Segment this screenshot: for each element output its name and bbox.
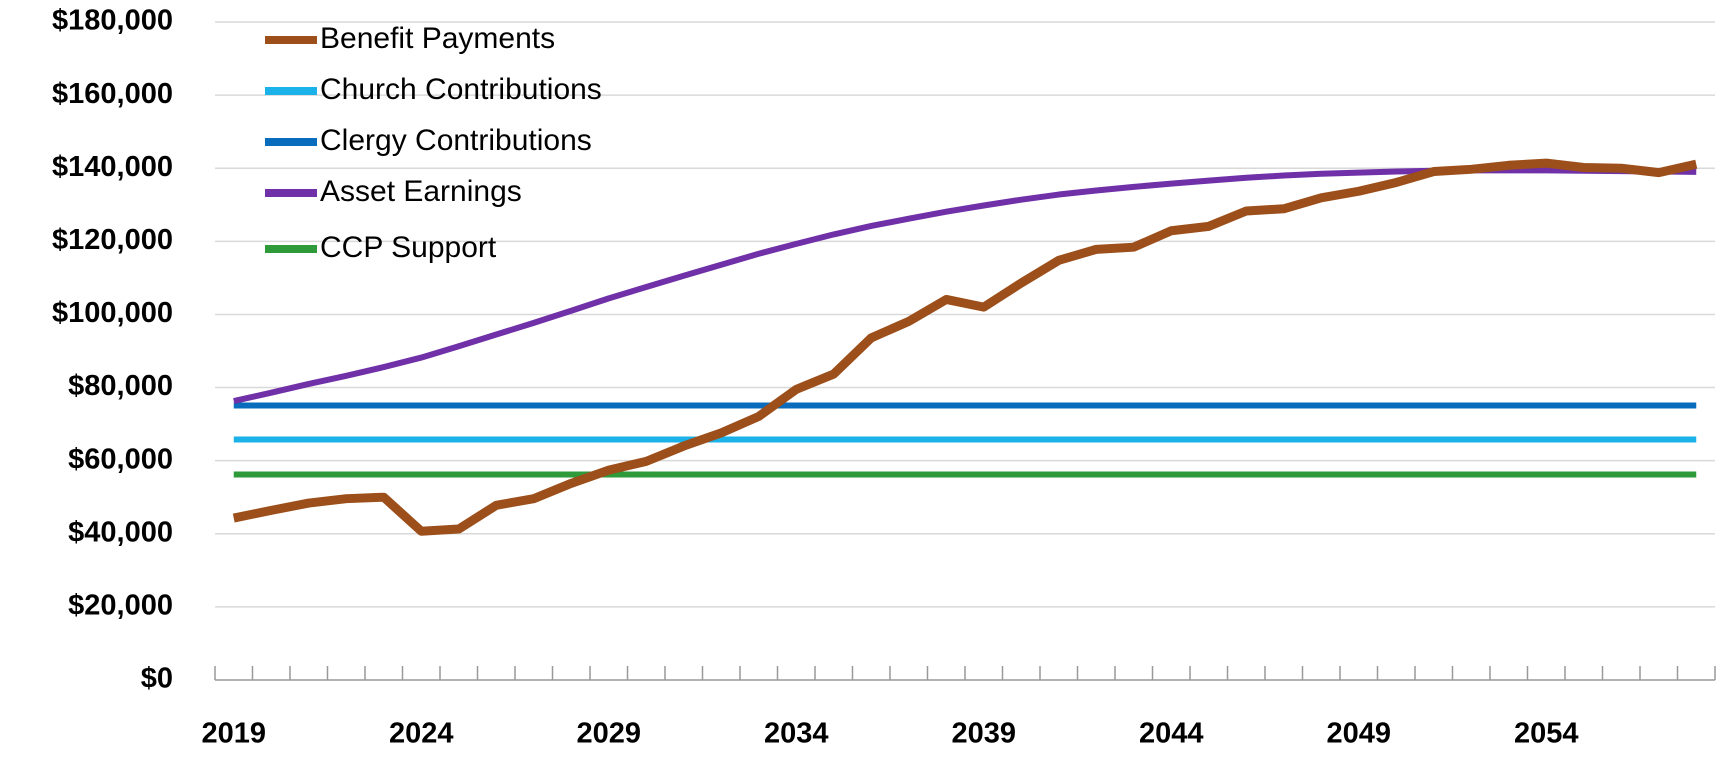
y-tick-label: $120,000	[52, 224, 173, 256]
legend-label: Asset Earnings	[320, 175, 522, 208]
x-tick-label: 2034	[764, 718, 829, 750]
y-tick-label: $60,000	[68, 443, 173, 475]
legend-label: Church Contributions	[320, 73, 602, 106]
y-tick-label: $0	[141, 663, 173, 695]
x-tick-label: 2024	[389, 718, 454, 750]
x-tick-label: 2049	[1326, 718, 1391, 750]
x-tick-label: 2039	[951, 718, 1016, 750]
series-line	[232, 158, 1698, 536]
y-tick-label: $160,000	[52, 78, 173, 110]
y-tick-label: $40,000	[68, 516, 173, 548]
legend-label: Clergy Contributions	[320, 124, 592, 157]
legend-label: Benefit Payments	[320, 22, 555, 55]
x-tick-label: 2054	[1514, 718, 1579, 750]
y-tick-label: $20,000	[68, 590, 173, 622]
y-tick-label: $180,000	[52, 5, 173, 37]
x-tick-label: 2019	[201, 718, 266, 750]
y-tick-label: $80,000	[68, 370, 173, 402]
y-tick-label: $140,000	[52, 151, 173, 183]
legend-label: CCP Support	[320, 231, 497, 264]
x-tick-label: 2044	[1139, 718, 1204, 750]
x-tick-label: 2029	[576, 718, 641, 750]
y-tick-label: $100,000	[52, 297, 173, 329]
